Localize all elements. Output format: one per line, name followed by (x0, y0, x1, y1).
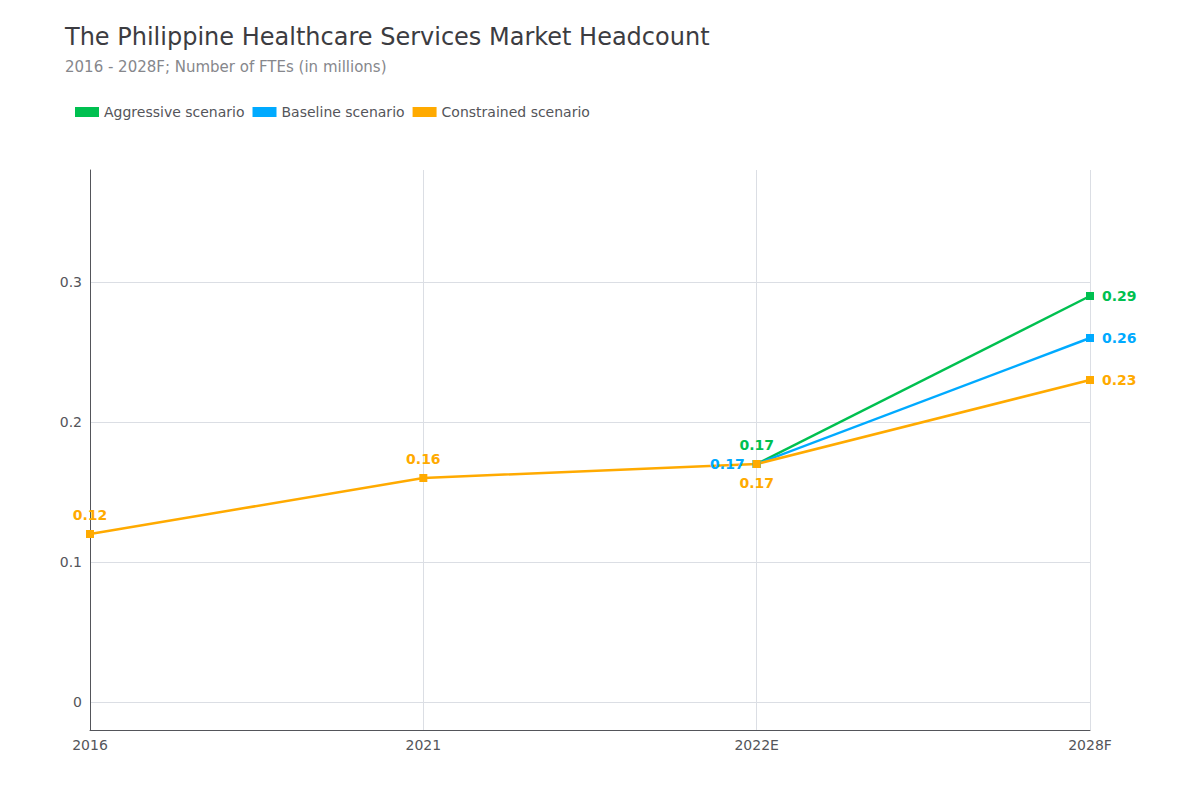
svg-text:0.17: 0.17 (710, 456, 745, 472)
svg-text:2028F: 2028F (1068, 737, 1112, 753)
svg-text:0.16: 0.16 (406, 451, 441, 467)
svg-text:0.17: 0.17 (739, 437, 774, 453)
svg-text:0.17: 0.17 (739, 475, 774, 491)
svg-text:Baseline scenario: Baseline scenario (282, 104, 405, 120)
svg-text:2016: 2016 (72, 737, 108, 753)
svg-text:Constrained scenario: Constrained scenario (442, 104, 590, 120)
svg-text:0.26: 0.26 (1102, 330, 1137, 346)
svg-text:2021: 2021 (406, 737, 442, 753)
svg-text:0.3: 0.3 (60, 274, 82, 290)
svg-text:0.1: 0.1 (60, 554, 82, 570)
svg-text:0.29: 0.29 (1102, 288, 1137, 304)
svg-text:0.12: 0.12 (73, 507, 108, 523)
svg-text:2016 - 2028F; Number of FTEs (: 2016 - 2028F; Number of FTEs (in million… (65, 58, 387, 76)
svg-text:Aggressive scenario: Aggressive scenario (104, 104, 245, 120)
svg-text:0.2: 0.2 (60, 414, 82, 430)
svg-text:0.23: 0.23 (1102, 372, 1137, 388)
svg-text:0: 0 (73, 694, 82, 710)
svg-text:2022E: 2022E (734, 737, 778, 753)
svg-text:The Philippine Healthcare Serv: The Philippine Healthcare Services Marke… (64, 23, 710, 51)
